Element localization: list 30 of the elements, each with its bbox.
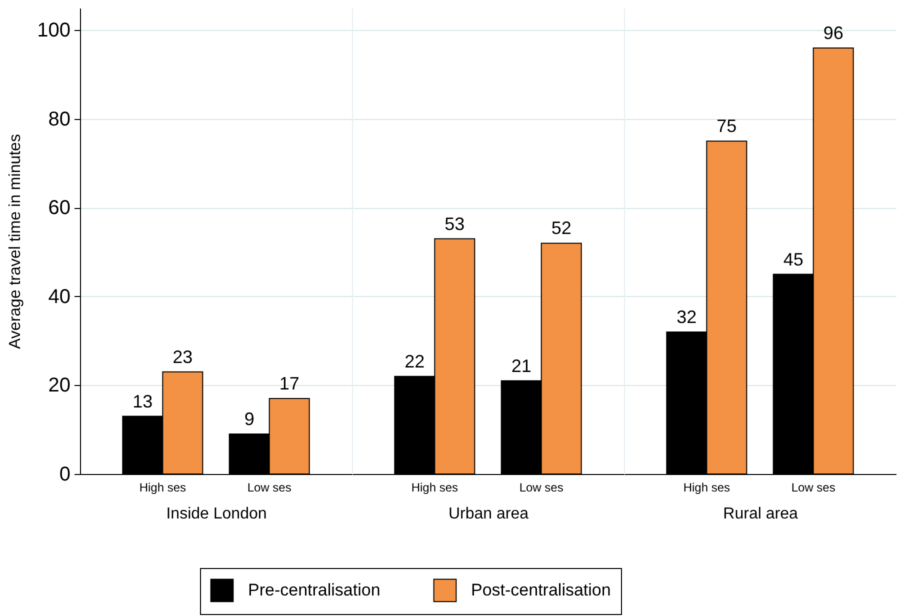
data-label: 23	[172, 346, 193, 367]
data-label: 45	[783, 249, 804, 270]
x-tick-label: Low ses	[247, 480, 292, 494]
y-axis-title: Average travel time in minutes	[7, 134, 24, 349]
y-tick-label: 100	[37, 20, 70, 42]
x-axis-title: Inside London	[166, 506, 267, 522]
x-axis-title: Rural area	[723, 506, 798, 522]
legend-label: Pre-centralisation	[248, 580, 380, 600]
y-tick-label: 0	[59, 464, 70, 486]
y-tick-label: 40	[48, 286, 70, 308]
x-tick-label: High ses	[683, 480, 730, 494]
data-label: 52	[551, 218, 572, 238]
y-tick-label: 80	[48, 108, 70, 130]
x-tick-label: Low ses	[519, 480, 564, 494]
x-tick-label: High ses	[139, 480, 186, 494]
legend-label: Post-centralisation	[471, 580, 611, 600]
y-tick-label: 60	[48, 197, 70, 220]
data-label: 13	[132, 391, 153, 412]
x-tick-label: Low ses	[791, 480, 836, 494]
data-label: 17	[279, 374, 300, 394]
data-label: 53	[444, 214, 465, 234]
x-axis-title: Urban area	[448, 506, 529, 522]
data-label: 21	[511, 356, 532, 376]
y-tick-label: 20	[48, 374, 70, 397]
data-label: 9	[244, 409, 254, 430]
data-label: 75	[716, 116, 737, 136]
data-label: 96	[823, 22, 844, 43]
x-tick-label: High ses	[411, 480, 458, 494]
data-label: 22	[404, 351, 425, 372]
data-label: 32	[676, 306, 697, 327]
